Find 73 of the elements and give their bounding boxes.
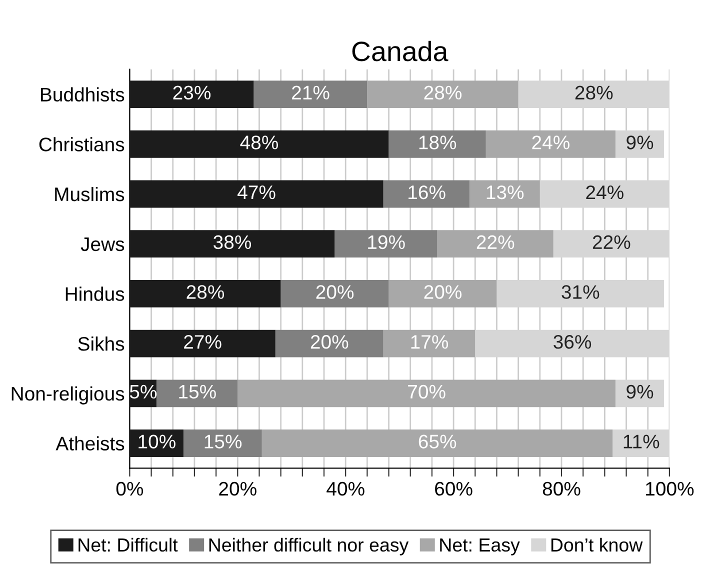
x-tick-label: 100% xyxy=(646,482,694,496)
bar xyxy=(130,280,281,308)
bar xyxy=(130,130,389,158)
data-label: 20% xyxy=(424,285,462,299)
data-label: 70% xyxy=(408,384,446,399)
legend-label: Neither difficult nor easy xyxy=(209,538,409,556)
data-label: 16% xyxy=(408,185,446,200)
data-label: 28% xyxy=(575,86,613,100)
bar xyxy=(437,230,554,258)
y-tick-label: Jews xyxy=(80,238,124,252)
x-tick-label: 0% xyxy=(116,482,144,496)
bar xyxy=(254,80,368,108)
y-tick-label: Non-religious xyxy=(12,386,124,404)
data-label: 38% xyxy=(214,235,252,250)
bar xyxy=(388,130,486,158)
bar xyxy=(367,80,518,108)
data-label: 20% xyxy=(310,335,348,349)
data-label: 15% xyxy=(204,434,242,448)
x-tick-label: 80% xyxy=(542,482,580,496)
data-label: 31% xyxy=(562,285,600,299)
bar xyxy=(184,430,262,457)
bar xyxy=(486,130,616,158)
data-label: 24% xyxy=(586,185,624,200)
data-label: 47% xyxy=(238,186,276,200)
data-label: 27% xyxy=(184,335,222,349)
legend-label: Don’t know xyxy=(551,538,643,552)
bar xyxy=(130,330,276,358)
data-label: 11% xyxy=(624,434,660,448)
data-label: 28% xyxy=(186,285,224,299)
data-label: 65% xyxy=(418,434,456,448)
bar xyxy=(130,80,254,108)
data-label: 13% xyxy=(486,185,524,200)
bar xyxy=(262,430,613,457)
data-label: 15% xyxy=(179,384,216,399)
data-label: 22% xyxy=(476,235,514,249)
data-label: 24% xyxy=(532,136,570,150)
data-label: 23% xyxy=(173,86,211,100)
bar xyxy=(388,280,497,308)
data-label: 21% xyxy=(292,86,330,100)
data-label: 17% xyxy=(411,335,448,349)
data-label: 20% xyxy=(316,285,354,299)
bar xyxy=(238,380,616,408)
y-tick-label: Christians xyxy=(39,137,124,152)
data-label: 36% xyxy=(554,335,592,349)
x-tick-label: 20% xyxy=(219,482,256,496)
bar xyxy=(280,280,389,308)
bar xyxy=(130,230,335,258)
y-tick-label: Atheists xyxy=(56,436,124,450)
data-label: 48% xyxy=(240,136,278,150)
bar xyxy=(383,330,476,358)
y-tick-label: Muslims xyxy=(55,186,124,202)
chart-title: Canada xyxy=(352,40,448,62)
bar xyxy=(130,180,384,208)
data-label: 22% xyxy=(592,235,630,249)
legend-label: Net: Difficult xyxy=(78,538,178,552)
x-tick-label: 60% xyxy=(435,482,472,496)
x-tick-label: 40% xyxy=(326,482,364,496)
bar xyxy=(156,380,238,408)
bar xyxy=(334,230,438,258)
y-tick-label: Buddhists xyxy=(41,87,124,102)
data-label: 9% xyxy=(626,384,654,399)
data-label: 5% xyxy=(130,384,157,399)
data-label: 9% xyxy=(626,136,654,150)
bar xyxy=(383,180,470,208)
data-label: 19% xyxy=(368,235,405,250)
data-label: 28% xyxy=(424,86,462,100)
data-label: 10% xyxy=(138,434,176,448)
bar xyxy=(470,180,540,208)
legend-label: Net: Easy xyxy=(440,538,520,556)
y-tick-label: Hindus xyxy=(66,286,124,301)
data-label: 18% xyxy=(419,136,456,150)
bar xyxy=(275,330,384,358)
y-tick-label: Sikhs xyxy=(78,336,124,351)
